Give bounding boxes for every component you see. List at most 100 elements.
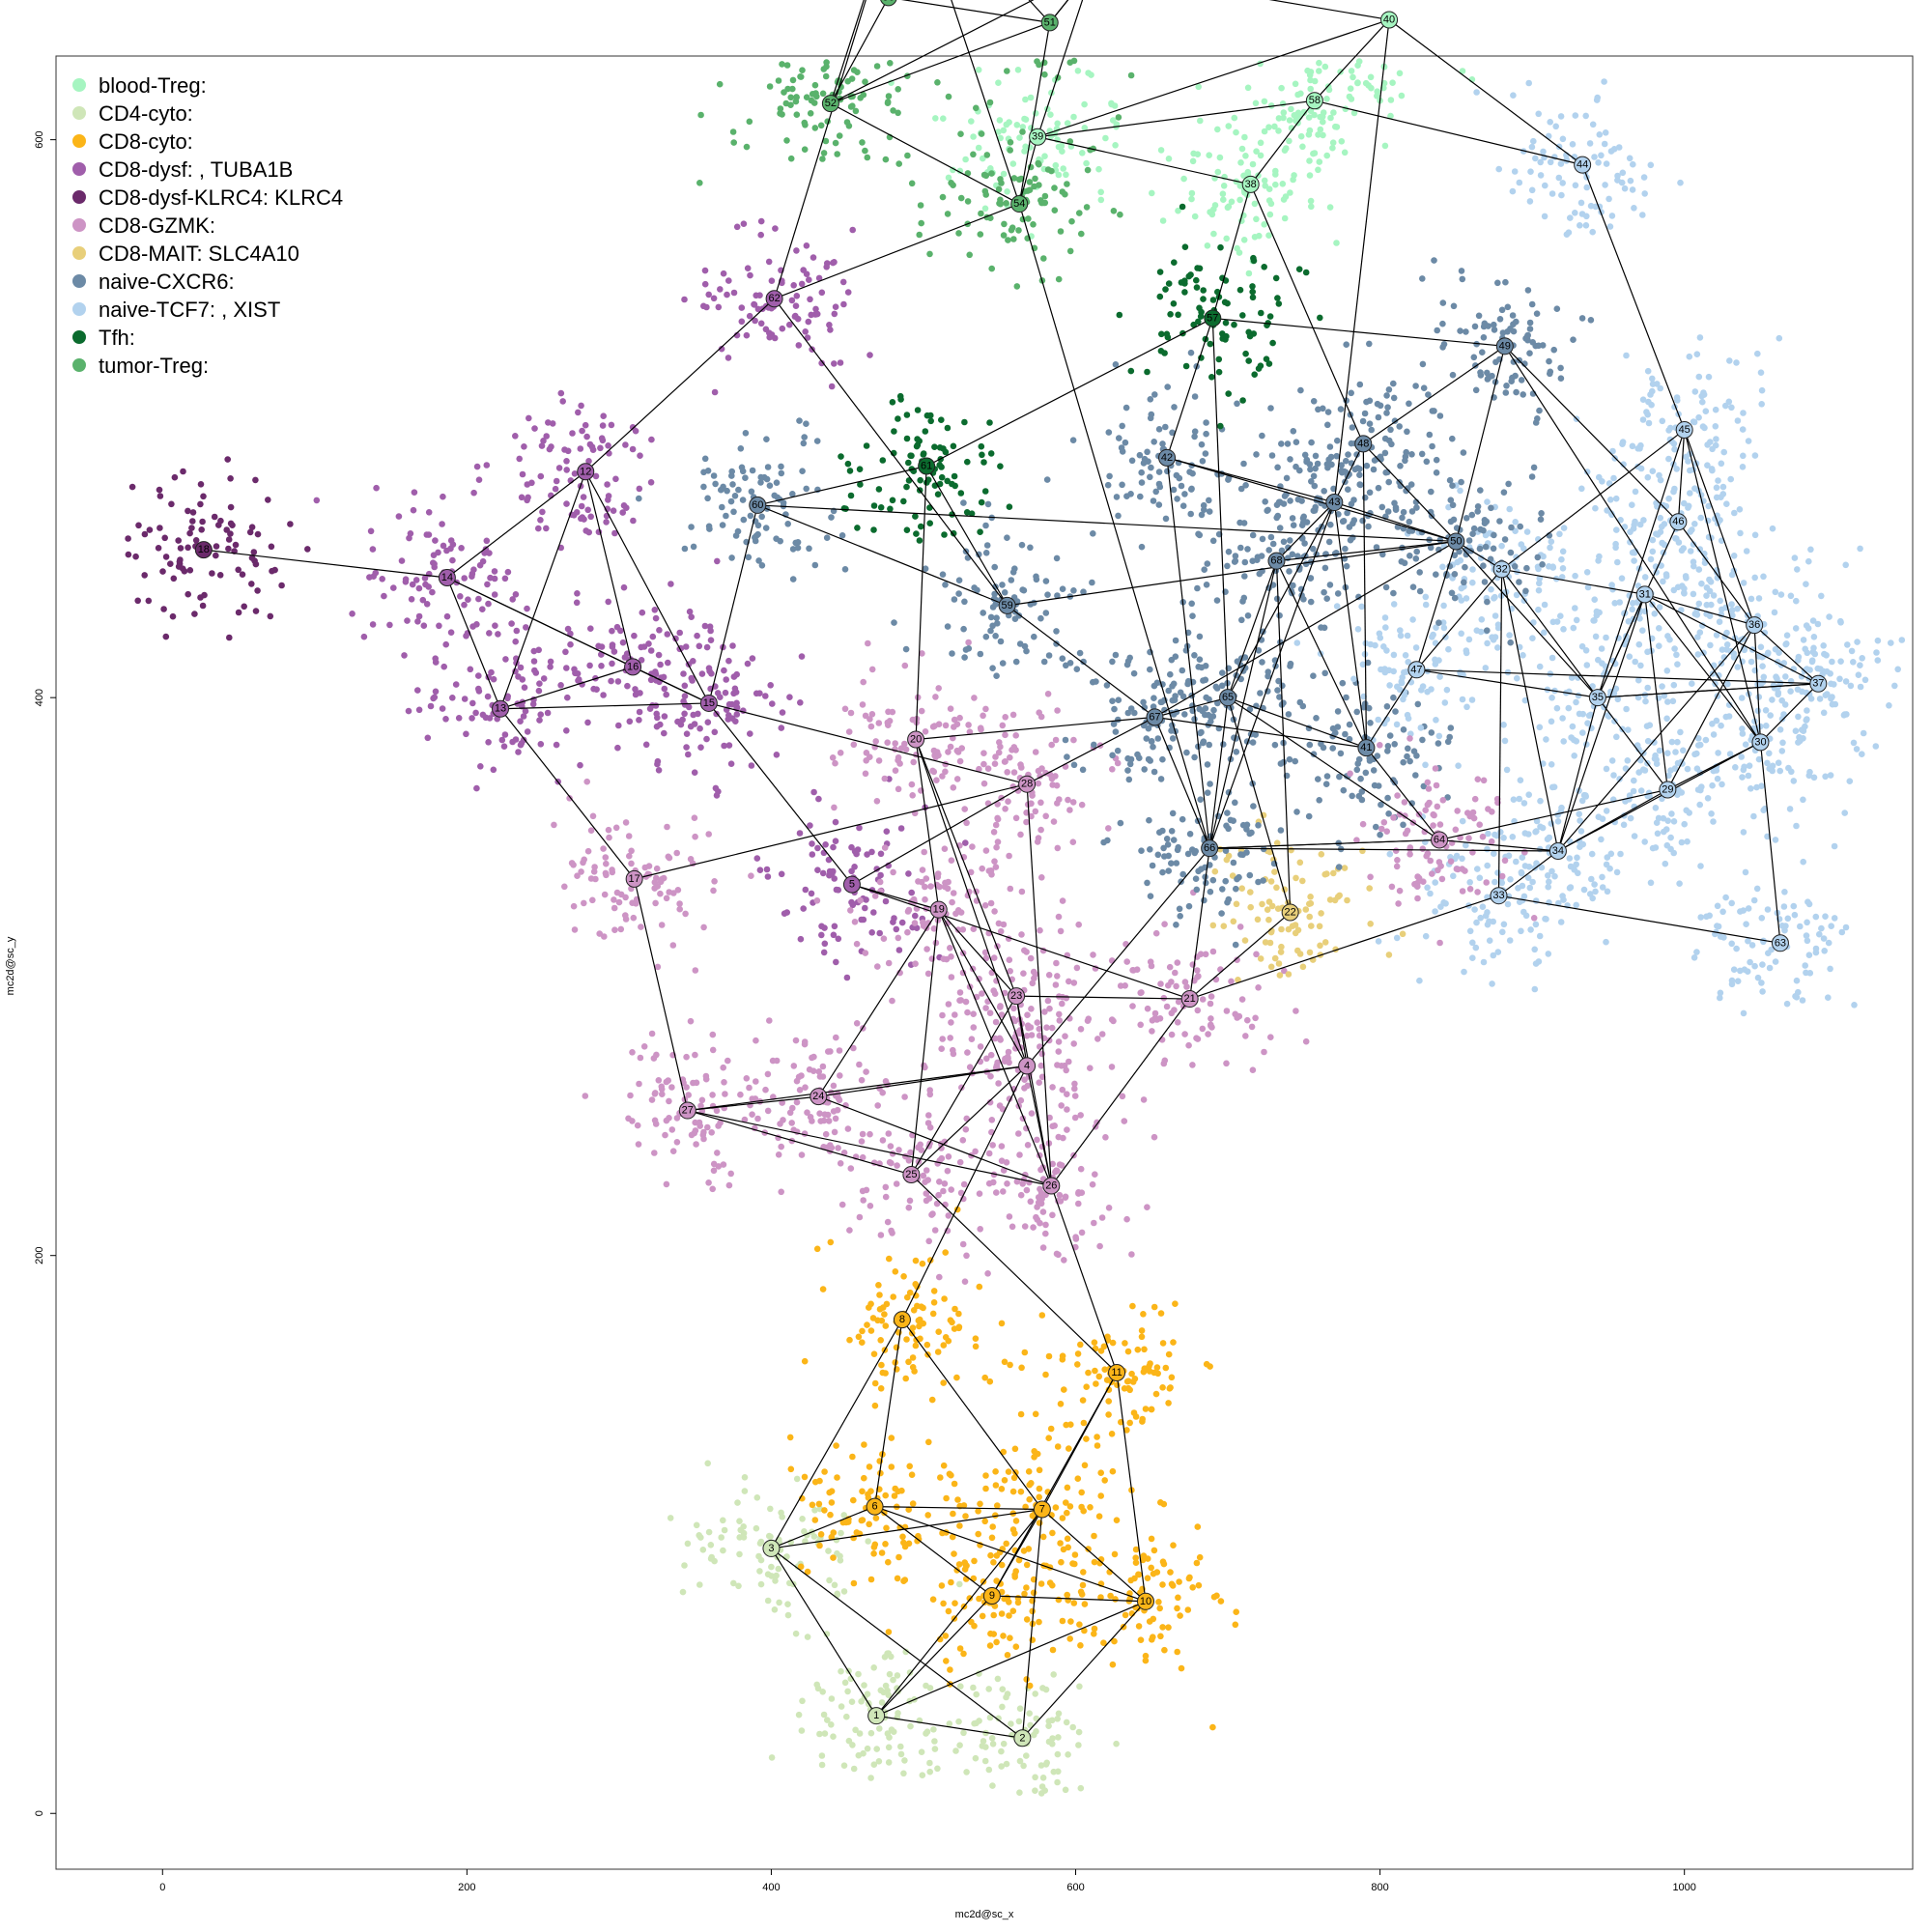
cell-point [945,749,952,755]
cell-point [924,970,932,978]
cell-point [512,736,520,743]
cell-point [1159,217,1167,224]
cell-point [900,1770,907,1777]
cell-point [1148,1564,1154,1572]
cell-point [1565,704,1573,712]
cell-point [1054,707,1061,714]
cell-point [1558,574,1566,581]
cell-point [652,702,660,709]
cell-point [970,1010,977,1017]
cell-point [892,740,898,747]
cell-point [636,708,643,716]
cell-point [998,1320,1006,1327]
cell-point [1064,1535,1071,1543]
cell-point [1217,966,1224,973]
cell-point [1013,283,1021,290]
cell-point [1485,323,1492,329]
cell-point [1105,1205,1113,1211]
cell-point [887,1143,895,1150]
cell-point [1158,330,1165,338]
cell-point [1197,313,1205,320]
cell-point [1348,68,1355,74]
cell-point [941,883,949,891]
cell-point [717,1120,724,1126]
cell-point [1615,144,1623,151]
cell-point [1733,359,1740,366]
cell-point [1077,1784,1085,1792]
cell-point [1365,704,1373,712]
cell-point [1188,195,1195,203]
cell-point [997,1004,1004,1010]
cell-point [1518,869,1525,877]
cell-point [940,115,947,122]
cell-point [1734,417,1742,424]
cell-point [696,642,703,650]
cell-point [1606,865,1613,872]
cell-point [171,473,179,481]
cell-point [963,1252,970,1260]
cell-point [1485,830,1492,838]
cell-point [1123,493,1130,499]
cell-point [1297,132,1305,140]
cell-point [135,522,142,529]
cell-point [1606,497,1614,503]
cell-point [1397,463,1404,469]
cell-point [964,1009,971,1016]
cell-point [1598,836,1605,843]
cell-point [1021,1076,1028,1083]
cell-point [537,517,544,524]
cell-point [953,721,961,727]
cell-point [894,1575,901,1582]
cell-point [661,729,668,737]
cell-point [1608,511,1615,519]
cell-point [1066,1503,1074,1510]
cell-point [1170,486,1178,494]
cell-point [1188,189,1196,197]
cell-point [1888,639,1894,646]
cell-point [1764,759,1771,767]
cell-point [725,1181,733,1189]
cell-point [862,78,868,85]
cell-point [1433,571,1439,578]
cell-point [964,198,972,205]
cell-point [962,156,969,163]
cell-point [1809,648,1817,656]
cell-point [1065,978,1072,985]
cell-point [1605,480,1613,487]
cell-point [1267,405,1274,412]
cell-point [787,101,794,108]
cell-point [1032,749,1039,755]
cell-point [715,1163,723,1170]
cell-point [1641,838,1648,845]
cell-point [1252,1014,1259,1022]
cell-point [1491,327,1498,333]
cell-point [1083,1435,1090,1442]
cell-point [762,1086,769,1094]
cell-point [817,1531,825,1538]
cell-point [1627,814,1634,822]
cell-point [819,156,826,162]
cell-point [1387,97,1395,103]
cell-point [1557,919,1565,925]
cell-point [1674,661,1681,668]
cell-point [1375,782,1382,789]
cell-point [1020,1762,1027,1770]
cell-point [1043,1024,1050,1031]
cell-point [1384,748,1391,754]
cell-point [723,676,729,683]
cell-point [1039,1244,1047,1251]
cell-point [909,792,916,799]
cell-point [1818,592,1825,600]
cell-point [1016,1705,1024,1712]
cell-point [1739,464,1747,470]
cell-point [1108,1064,1116,1070]
cell-point [1797,737,1804,745]
cell-point [1573,698,1579,706]
cell-point [911,920,919,926]
cell-point [1148,464,1154,471]
cell-point [501,575,509,582]
cell-point [1380,79,1388,87]
cell-point [1094,1434,1100,1440]
cell-point [1049,1160,1056,1168]
cell-point [1338,462,1345,469]
